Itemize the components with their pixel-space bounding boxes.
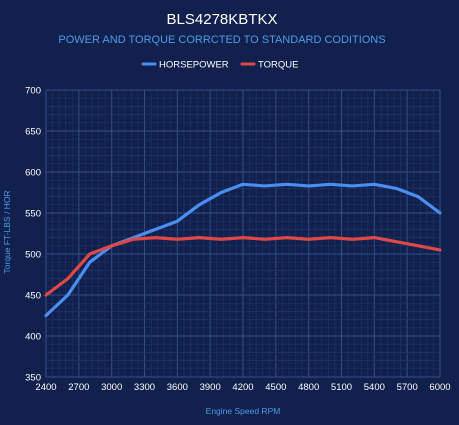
y-tick-label: 650 xyxy=(25,127,41,138)
x-tick-label: 6000 xyxy=(429,382,450,393)
x-tick-label: 4200 xyxy=(232,382,253,393)
x-tick-label: 3600 xyxy=(167,382,188,393)
y-tick-label: 500 xyxy=(25,250,41,261)
x-axis-label: Engine Speed RPM xyxy=(206,406,281,416)
y-tick-label: 700 xyxy=(25,86,41,97)
x-tick-label: 3000 xyxy=(101,382,122,393)
series-line-torque xyxy=(44,236,442,297)
x-tick-label: 5700 xyxy=(397,382,418,393)
x-tick-label: 2400 xyxy=(35,382,56,393)
legend-label-horsepower: HORSEPOWER xyxy=(159,60,229,71)
x-tick-label: 2700 xyxy=(68,382,89,393)
x-tick-label: 4500 xyxy=(265,382,286,393)
legend-label-torque: TORQUE xyxy=(258,60,298,71)
x-tick-label: 4800 xyxy=(298,382,319,393)
y-tick-label: 400 xyxy=(25,332,41,343)
x-tick-label: 5100 xyxy=(331,382,352,393)
plot-area: 350 400 450 500 550 600 650 700 2400 2700 3000 3300… xyxy=(25,86,450,394)
y-tick-label: 350 xyxy=(25,373,41,384)
y-tick-label: 450 xyxy=(25,291,41,302)
x-tick-label: 3300 xyxy=(134,382,155,393)
legend: HORSEPOWER TORQUE xyxy=(141,60,298,71)
x-tick-label: 5400 xyxy=(364,382,385,393)
y-tick-label: 550 xyxy=(25,209,41,220)
x-tick-label: 3900 xyxy=(200,382,221,393)
chart-title: BLS4278KBTKX xyxy=(167,11,278,28)
y-tick-label: 600 xyxy=(25,168,41,179)
y-axis-label: Torque FT-LBS / HOR xyxy=(2,190,12,273)
chart-subtitle: POWER AND TORQUE CORRCTED TO STANDARD CO… xyxy=(58,34,385,46)
